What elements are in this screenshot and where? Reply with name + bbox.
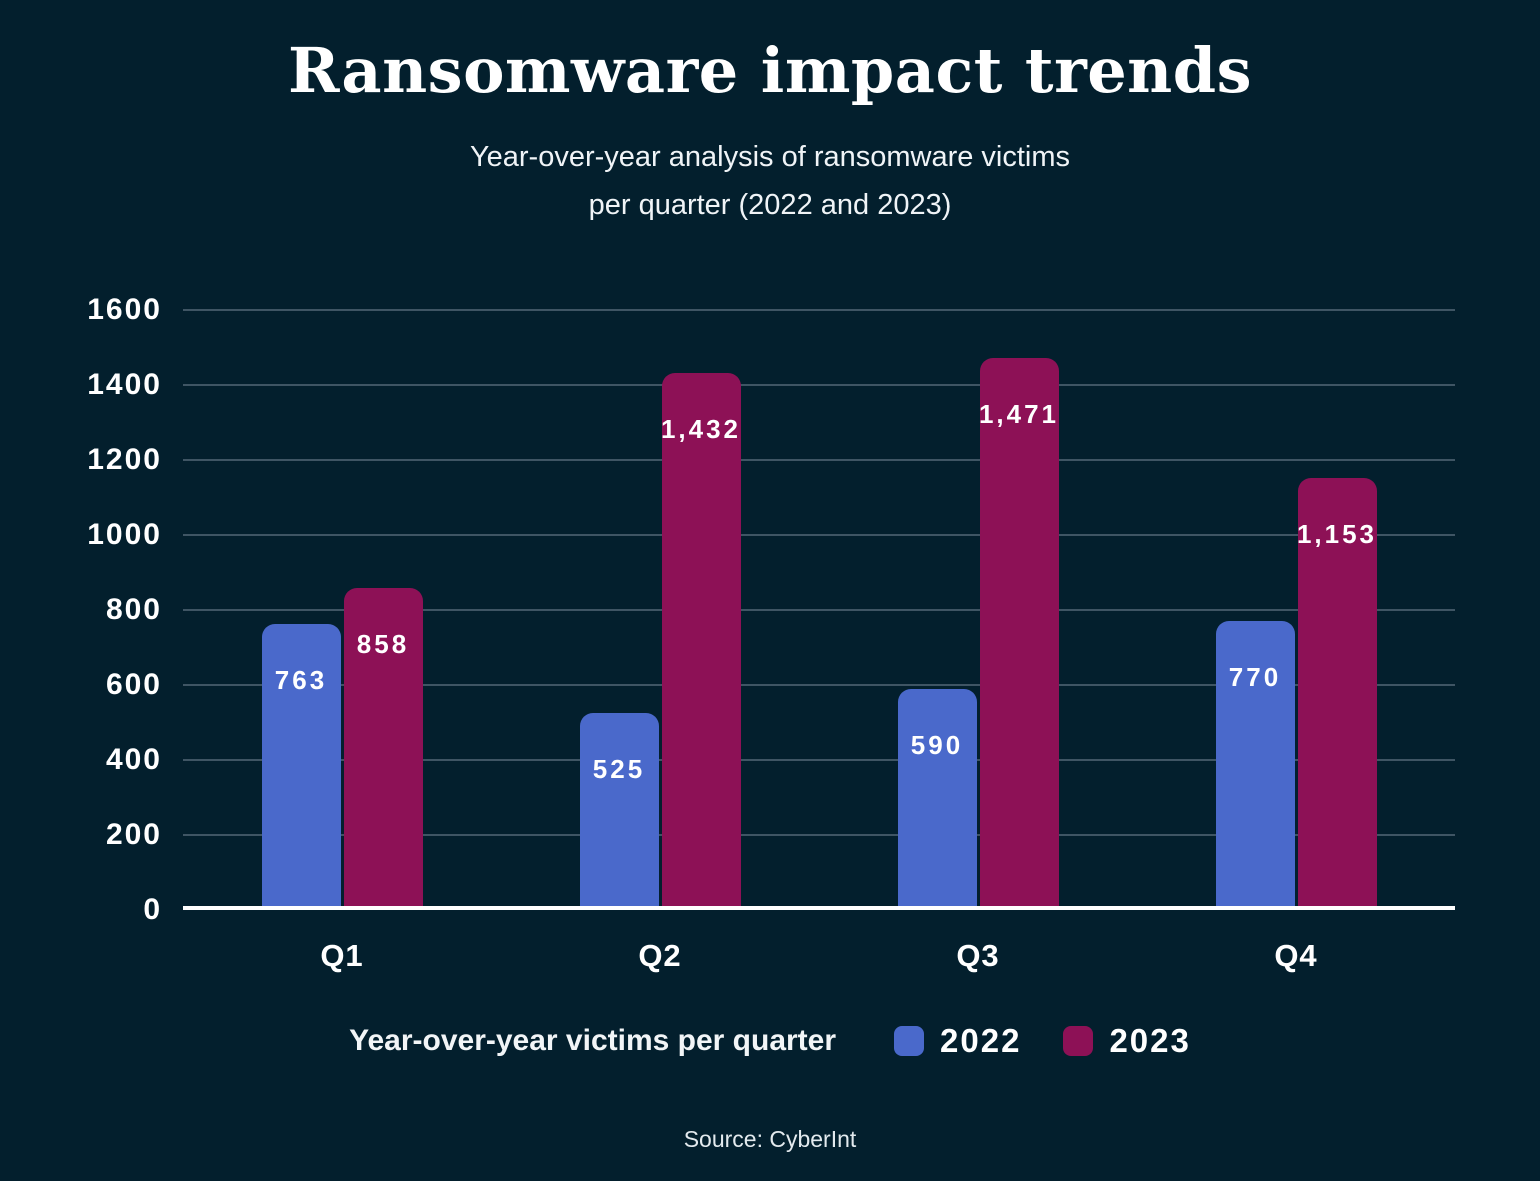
y-tick-label-800: 800 bbox=[105, 593, 162, 626]
bar-value-label-2022-q4: 770 bbox=[1228, 662, 1282, 693]
bar-value-label-2022-q3: 590 bbox=[910, 729, 964, 760]
legend-label-2023: 2023 bbox=[1109, 1022, 1191, 1059]
x-tick-label-q2: Q2 bbox=[638, 938, 682, 973]
legend-title: Year-over-year victims per quarter bbox=[349, 1024, 837, 1057]
bar-group-q4: 770 1,153 bbox=[1137, 310, 1455, 910]
chart-subtitle-line1: Year-over-year analysis of ransomware vi… bbox=[469, 141, 1071, 173]
gridline-400 bbox=[183, 759, 1455, 761]
bar-2022-q3: 590 bbox=[897, 688, 977, 910]
y-tick-label-1000: 1000 bbox=[87, 518, 162, 551]
bar-group-q3: 590 1,471 bbox=[819, 310, 1137, 910]
x-tick-label-q3: Q3 bbox=[956, 938, 1000, 973]
y-tick-label-0: 0 bbox=[143, 893, 162, 926]
x-axis-line bbox=[183, 906, 1455, 910]
x-tick-label-q1: Q1 bbox=[320, 938, 364, 973]
plot-area: 763 858 525 1,432 590 1,471 770 1,153 bbox=[183, 309, 1455, 910]
bar-value-label-2022-q1: 763 bbox=[274, 664, 328, 695]
bar-groups: 763 858 525 1,432 590 1,471 770 1,153 bbox=[183, 310, 1455, 910]
bar-2023-q3: 1,471 bbox=[979, 358, 1059, 910]
bar-2023-q2: 1,432 bbox=[661, 373, 741, 910]
bar-group-q1: 763 858 bbox=[183, 310, 501, 910]
legend-label-2022: 2022 bbox=[940, 1022, 1022, 1059]
y-tick-label-1200: 1200 bbox=[87, 443, 162, 476]
chart-title: Ransomware impact trends bbox=[287, 34, 1253, 107]
gridline-200 bbox=[183, 834, 1455, 836]
bar-2022-q2: 525 bbox=[579, 713, 659, 910]
gridline-1400 bbox=[183, 384, 1455, 386]
legend-swatch-2022-icon bbox=[894, 1026, 925, 1056]
bar-group-q2: 525 1,432 bbox=[501, 310, 819, 910]
bar-value-label-2023-q1: 858 bbox=[356, 629, 410, 660]
chart-subtitle: Year-over-year analysis of ransomware vi… bbox=[0, 133, 1540, 229]
legend: Year-over-year victims per quarter 2022 … bbox=[0, 1022, 1540, 1060]
chart-subtitle-line2: per quarter (2022 and 2023) bbox=[588, 189, 952, 221]
source-credit: Source: CyberInt bbox=[683, 1126, 857, 1152]
bar-2022-q4: 770 bbox=[1215, 621, 1295, 910]
bar-value-label-2022-q2: 525 bbox=[592, 754, 646, 785]
bar-2022-q1: 763 bbox=[261, 623, 341, 910]
y-tick-label-1400: 1400 bbox=[87, 368, 162, 401]
legend-item-2023: 2023 bbox=[1063, 1022, 1190, 1060]
legend-swatch-2023-icon bbox=[1063, 1026, 1094, 1056]
bar-value-label-2023-q4: 1,153 bbox=[1296, 518, 1378, 549]
bar-value-label-2023-q2: 1,432 bbox=[660, 414, 742, 444]
x-axis: Q1 Q2 Q3 Q4 bbox=[183, 938, 1455, 974]
y-tick-label-600: 600 bbox=[105, 668, 162, 701]
y-axis: 0 200 400 600 800 1000 1200 1400 1600 bbox=[0, 295, 162, 925]
y-tick-label-400: 400 bbox=[105, 743, 162, 776]
y-tick-label-200: 200 bbox=[105, 818, 162, 851]
bar-2023-q1: 858 bbox=[343, 588, 423, 910]
gridline-1600 bbox=[183, 309, 1455, 311]
gridline-1000 bbox=[183, 534, 1455, 536]
gridline-600 bbox=[183, 684, 1455, 686]
gridline-800 bbox=[183, 609, 1455, 611]
legend-item-2022: 2022 bbox=[894, 1022, 1021, 1060]
x-tick-label-q4: Q4 bbox=[1274, 938, 1318, 973]
gridline-1200 bbox=[183, 459, 1455, 461]
bar-value-label-2023-q3: 1,471 bbox=[978, 399, 1060, 430]
bar-2023-q4: 1,153 bbox=[1297, 477, 1377, 910]
y-tick-label-1600: 1600 bbox=[87, 293, 162, 326]
